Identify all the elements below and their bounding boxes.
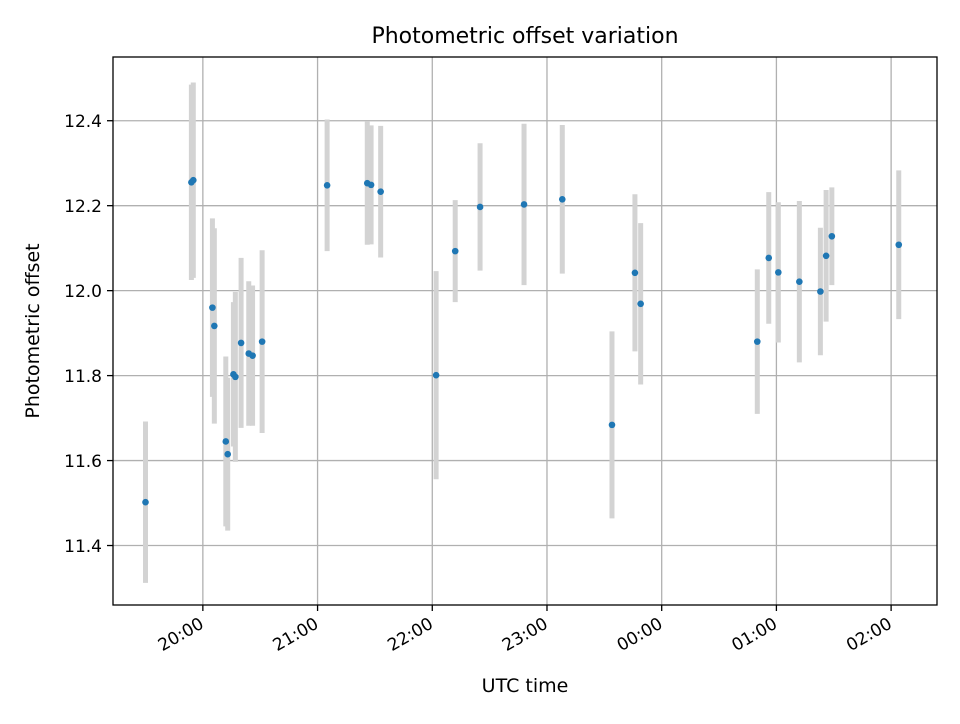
y-tick-label: 12.2 [64,197,102,217]
data-point [323,181,331,189]
data-point [822,252,830,260]
data-point [828,232,836,240]
y-tick-label: 12.4 [64,112,102,132]
chart-title: Photometric offset variation [371,24,678,49]
plot-frame [112,56,938,606]
data-point [237,339,245,347]
data-point [189,176,197,184]
data-point [631,269,639,277]
y-tick-label: 11.6 [64,452,102,472]
data-point [558,196,566,203]
data-point [520,201,528,208]
y-axis-label: Photometric offset [22,243,44,418]
data-point [765,254,773,262]
y-tick-label: 11.8 [64,367,102,387]
data-point [232,373,239,381]
data-point [775,269,782,276]
data-point [451,247,459,255]
data-point [895,241,903,249]
y-tick-label: 11.4 [64,537,102,557]
data-point [249,352,256,359]
data-point [211,322,218,330]
data-point [222,438,230,445]
data-point [817,288,824,295]
data-point [608,421,616,429]
y-tick-label: 12.0 [64,282,102,302]
data-point [142,498,149,506]
data-point [637,300,644,308]
data-point [209,304,216,311]
data-points [142,176,903,506]
data-point [224,450,232,458]
data-point [796,278,803,286]
data-point [377,188,384,195]
data-point [476,203,484,211]
data-point [753,338,761,345]
data-point [258,338,266,345]
data-point [367,181,375,189]
x-axis-label: UTC time [482,675,569,697]
data-point [432,371,440,379]
y-axis-ticks: 11.4 11.6 11.8 12.0 12.2 12.4 [64,112,113,557]
